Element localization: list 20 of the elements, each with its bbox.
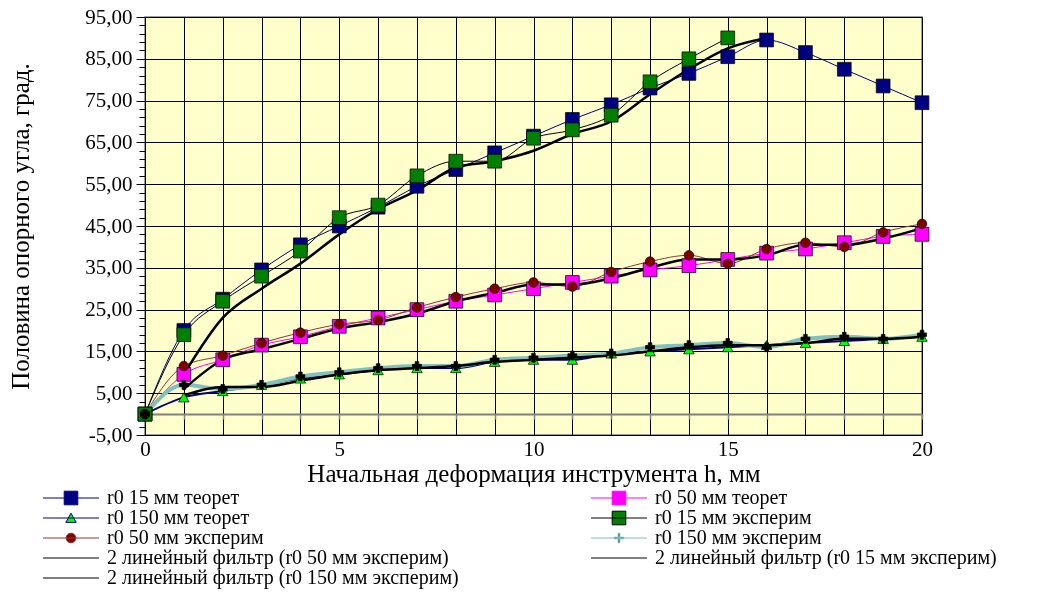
y-tick-label: 5,00 bbox=[95, 380, 133, 405]
x-tick-label: 15 bbox=[717, 436, 739, 461]
y-tick-label: 65,00 bbox=[85, 129, 133, 154]
y-tick-label: 85,00 bbox=[85, 46, 133, 71]
legend-label: r0 15 мм теорет bbox=[107, 486, 240, 509]
legend-label: r0 50 мм теорет bbox=[655, 486, 788, 509]
y-tick-label: 45,00 bbox=[85, 213, 133, 238]
x-tick-label: 20 bbox=[912, 436, 933, 461]
y-tick-label: 15,00 bbox=[85, 338, 133, 363]
y-tick-label: 75,00 bbox=[85, 88, 133, 113]
y-tick-label: 95,00 bbox=[85, 4, 133, 29]
x-axis-title: Начальная деформация инструмента h, мм bbox=[307, 459, 761, 487]
x-tick-label: 0 bbox=[140, 436, 151, 461]
y-axis-title: Половина опорного угла, град. bbox=[6, 63, 34, 390]
y-tick-label: -5,00 bbox=[88, 422, 133, 447]
x-tick-label: 5 bbox=[334, 436, 345, 461]
y-tick-label: 55,00 bbox=[85, 171, 133, 196]
y-tick-label: 25,00 bbox=[85, 297, 133, 322]
x-tick-label: 10 bbox=[523, 436, 545, 461]
y-tick-label: 35,00 bbox=[85, 255, 133, 280]
